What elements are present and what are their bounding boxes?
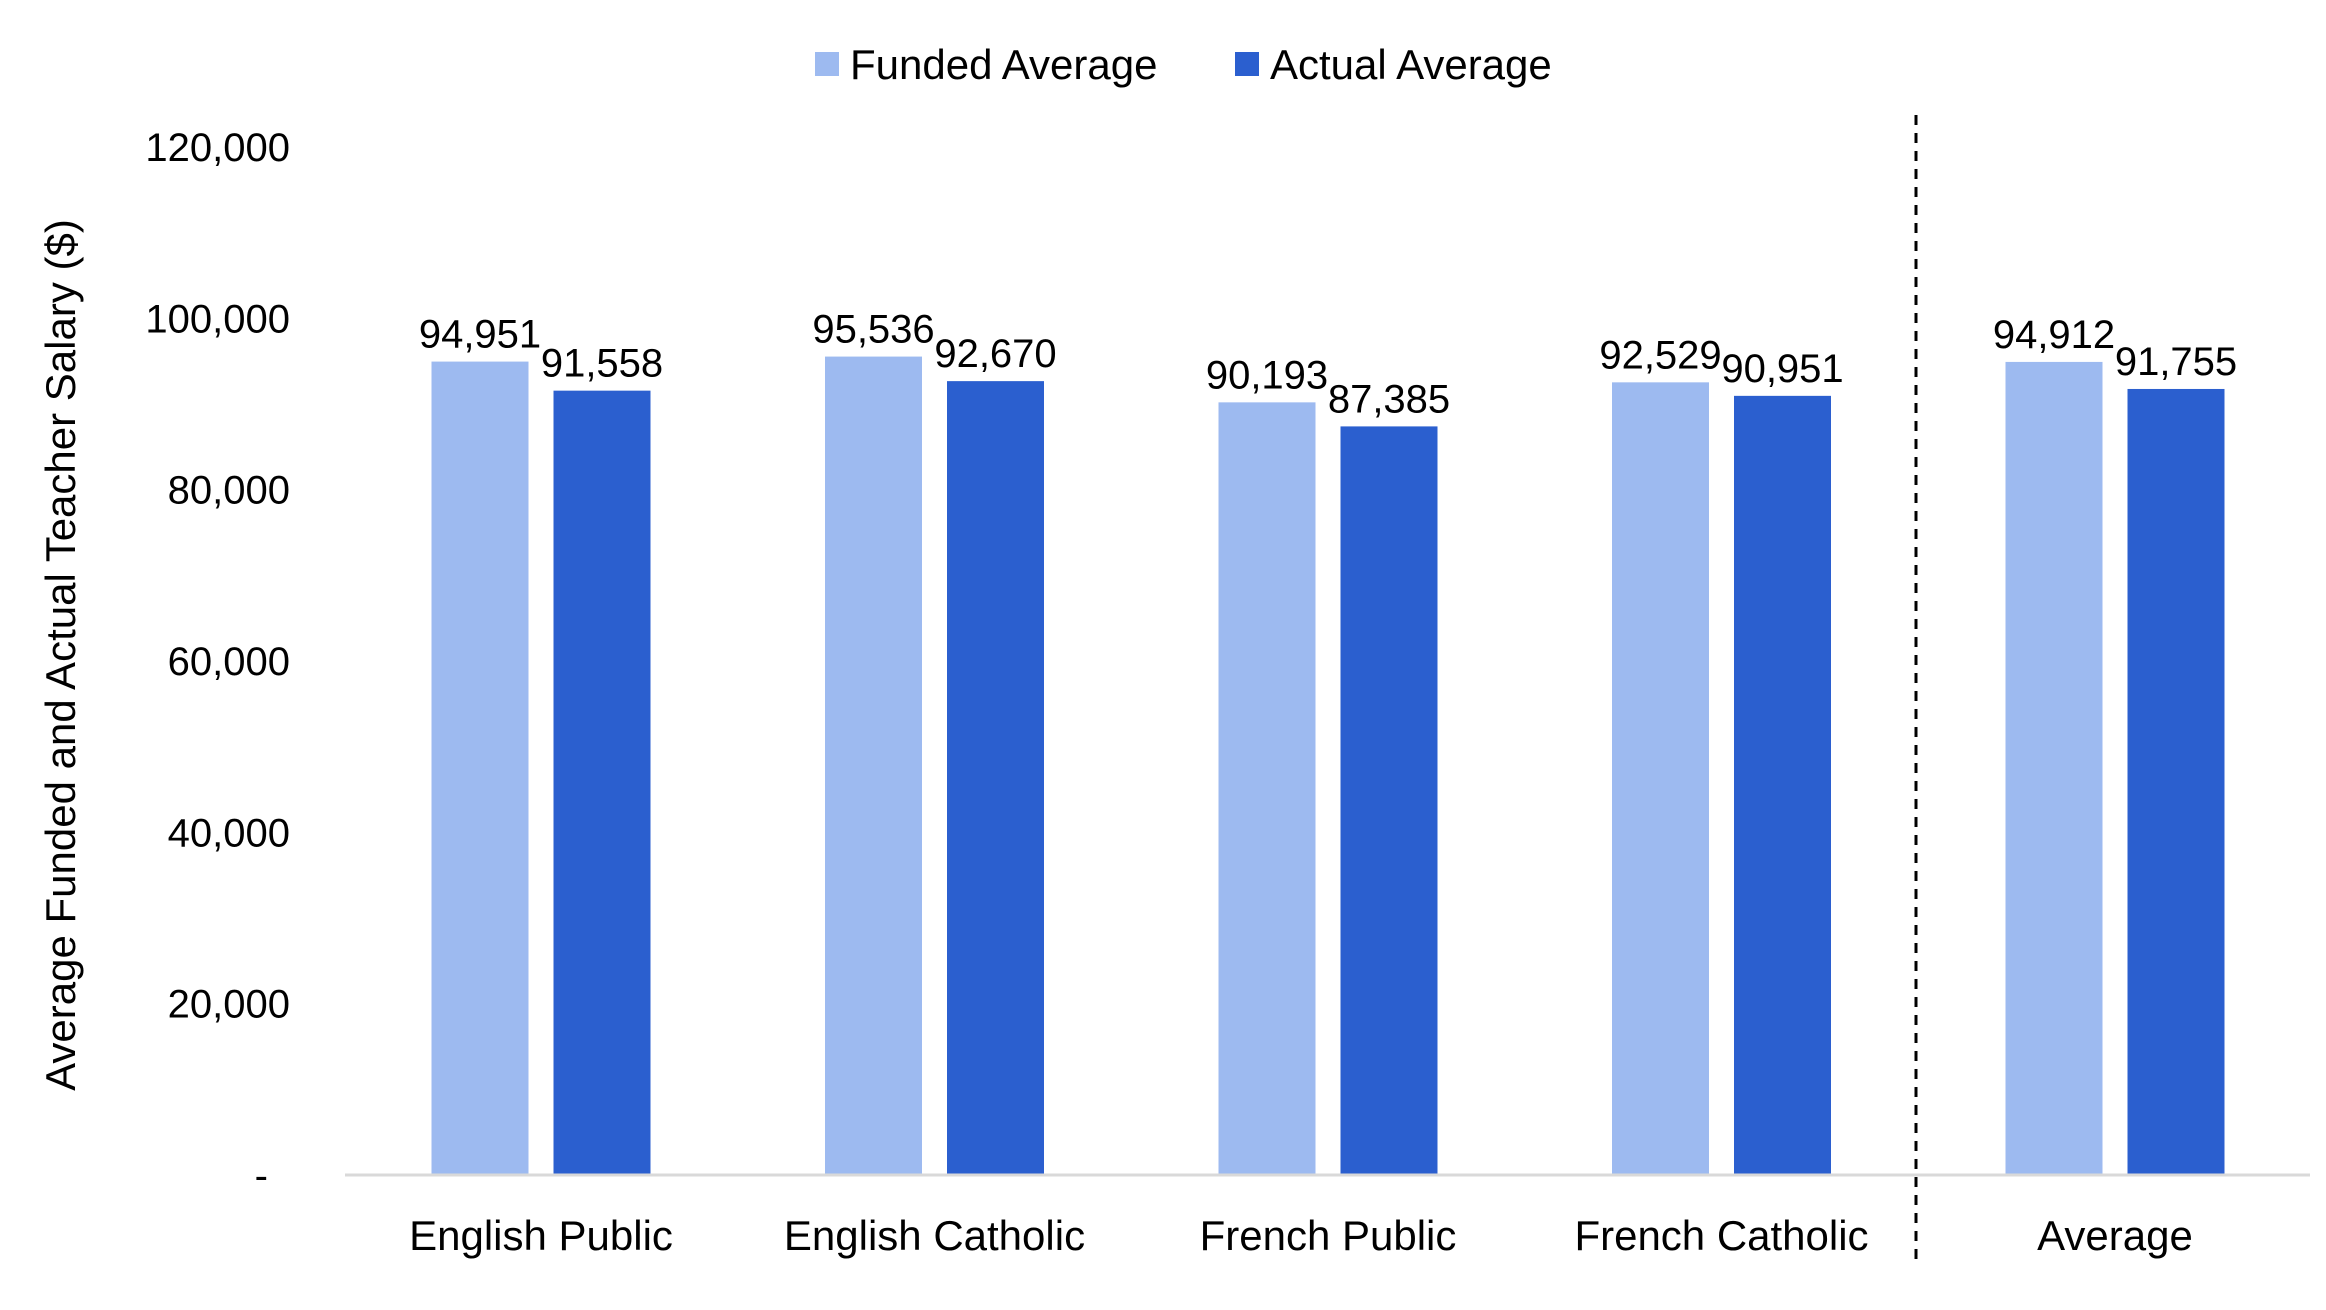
- data-label: 94,951: [419, 313, 541, 357]
- bar-funded: [2005, 361, 2103, 1175]
- x-tick-label: English Public: [409, 1212, 673, 1259]
- x-axis-labels: English Public English Catholic French Pub…: [409, 1212, 2193, 1259]
- data-label: 92,529: [1599, 333, 1721, 377]
- x-tick-label: French Catholic: [1574, 1212, 1868, 1259]
- y-tick-label: 120,000: [145, 126, 290, 170]
- data-label: 94,912: [1993, 313, 2115, 357]
- bars: [431, 356, 2225, 1175]
- bar-actual: [553, 390, 651, 1175]
- data-label: 92,670: [934, 332, 1056, 376]
- data-label: 95,536: [812, 308, 934, 352]
- y-axis-ticks: - 20,000 40,000 60,000 80,000 100,000 120,000: [145, 126, 290, 1198]
- y-axis-title: Average Funded and Actual Teacher Salary…: [37, 219, 84, 1091]
- bar-actual: [1734, 395, 1831, 1175]
- data-label: 90,193: [1206, 353, 1328, 397]
- bar-actual: [1340, 426, 1438, 1175]
- bar-funded: [825, 356, 922, 1175]
- y-tick-label: 40,000: [168, 811, 290, 855]
- bar-actual: [2127, 388, 2225, 1175]
- data-label: 91,558: [541, 342, 663, 386]
- legend: Funded Average Actual Average: [815, 41, 1552, 88]
- data-label: 90,951: [1721, 347, 1843, 391]
- legend-label-funded: Funded Average: [850, 41, 1157, 88]
- bar-actual: [947, 381, 1044, 1175]
- data-label: 91,755: [2115, 340, 2237, 384]
- data-label: 87,385: [1328, 377, 1450, 421]
- bar-funded: [431, 361, 529, 1175]
- legend-swatch-funded: [815, 52, 839, 76]
- y-tick-label: 60,000: [168, 640, 290, 684]
- y-tick-label: 100,000: [145, 297, 290, 341]
- legend-swatch-actual: [1235, 52, 1259, 76]
- x-tick-label: English Catholic: [784, 1212, 1085, 1259]
- y-tick-label: -: [255, 1154, 268, 1198]
- y-tick-label: 20,000: [168, 983, 290, 1027]
- x-tick-label: Average: [2037, 1212, 2193, 1259]
- legend-label-actual: Actual Average: [1270, 41, 1552, 88]
- bar-funded: [1612, 382, 1709, 1175]
- bar-funded: [1218, 402, 1316, 1175]
- y-tick-label: 80,000: [168, 469, 290, 513]
- x-tick-label: French Public: [1200, 1212, 1457, 1259]
